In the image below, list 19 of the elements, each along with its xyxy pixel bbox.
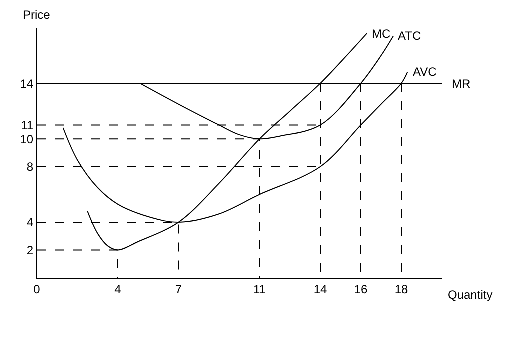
x-tick-label: 18 [394, 282, 408, 296]
y-tick-label: 11 [21, 118, 34, 132]
x-tick-label: 4 [114, 282, 122, 296]
x-tick-label: 16 [354, 282, 368, 296]
x-axis-title: Quantity [448, 288, 493, 302]
ref-line-label: MR [452, 77, 471, 91]
series-label: ATC [398, 29, 422, 43]
x-tick-label: 11 [254, 282, 266, 296]
series-label: AVC [413, 65, 438, 79]
y-tick-label: 8 [26, 160, 34, 174]
y-axis-title: Price [23, 8, 51, 22]
y-tick-label: 14 [20, 76, 34, 91]
y-tick-label: 2 [26, 243, 34, 258]
y-tick-label: 10 [20, 132, 34, 146]
x-tick-label: 0 [34, 282, 41, 296]
y-tick-label: 4 [26, 216, 34, 230]
x-tick-label: 14 [314, 282, 328, 296]
series-label: MC [372, 27, 391, 41]
x-tick-label: 7 [175, 282, 182, 296]
